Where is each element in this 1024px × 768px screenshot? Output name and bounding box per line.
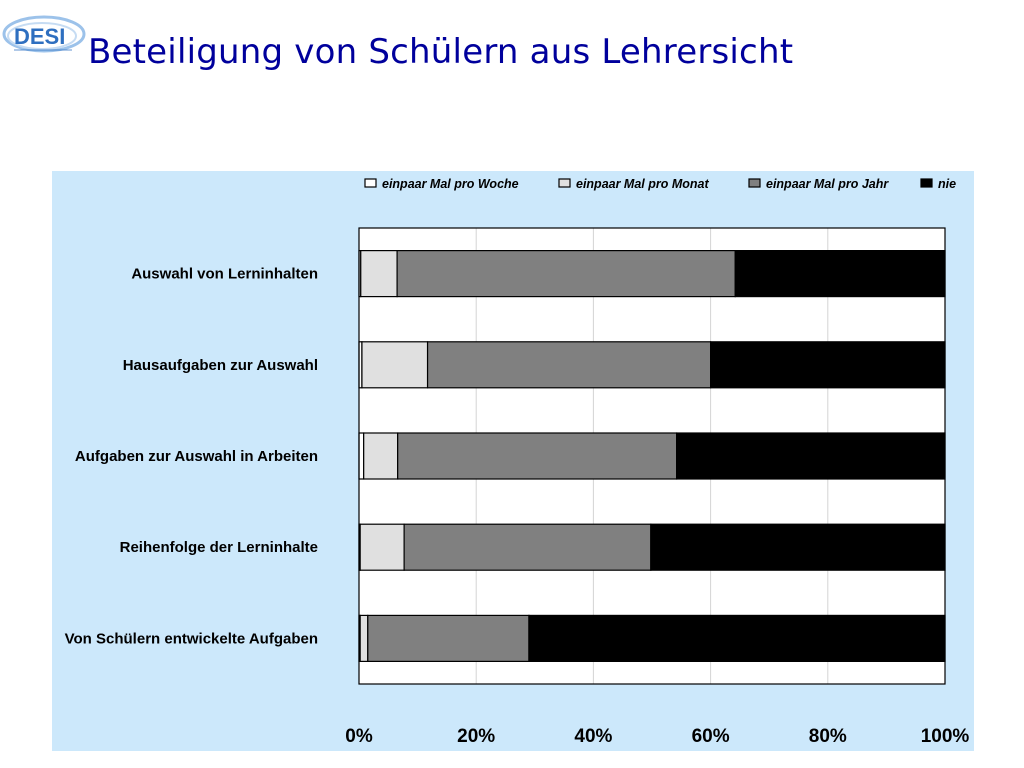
desi-logo: DESI [0,8,92,66]
legend-label: einpaar Mal pro Jahr [766,177,889,191]
bar-segment [528,614,946,662]
category-label: Reihenfolge der Lerninhalte [120,539,318,556]
legend-label: einpaar Mal pro Woche [382,177,519,191]
legend-swatch [920,178,933,188]
bar-segment [426,341,712,389]
bar-segment [359,523,405,571]
x-tick-label: 40% [574,726,612,747]
bar-segment [367,614,530,662]
legend-swatch [748,178,761,188]
bar-segment [360,249,398,298]
legend-swatch [558,178,571,188]
category-label: Hausaufgaben zur Auswahl [123,357,318,374]
bar-segment [709,341,946,389]
category-label: Auswahl von Lerninhalten [131,266,318,283]
bar-segment [734,249,946,298]
category-label: Aufgaben zur Auswahl in Arbeiten [75,448,318,465]
bar-segment [361,341,429,389]
legend-swatch [364,178,377,188]
bar-segment [397,432,678,480]
bar-segment [650,523,946,571]
bar-segment [676,432,946,480]
legend-label: nie [938,177,956,191]
stacked-bar-chart: Auswahl von Lerninhalten Hausaufgaben zur… [65,177,970,747]
bar-segment [403,523,652,571]
x-tick-label: 0% [345,726,373,747]
logo-text: DESI [14,24,65,49]
bar-segment [396,249,736,298]
bar-segment [359,614,369,662]
legend-label: einpaar Mal pro Monat [576,177,709,191]
x-tick-label: 20% [457,726,495,747]
bar-segment [363,432,399,480]
desi-logo-graphic: DESI [2,15,86,53]
category-label: Von Schülern entwickelte Aufgaben [65,630,318,647]
x-tick-label: 80% [809,726,847,747]
x-tick-label: 60% [692,726,730,747]
bar-segment [358,432,365,480]
slide-title: Beteiligung von Schülern aus Lehrersicht [88,32,794,72]
plot-border [358,227,946,685]
x-tick-label: 100% [921,726,970,747]
chart-panel: Auswahl von Lerninhalten Hausaufgaben zur… [52,171,974,751]
